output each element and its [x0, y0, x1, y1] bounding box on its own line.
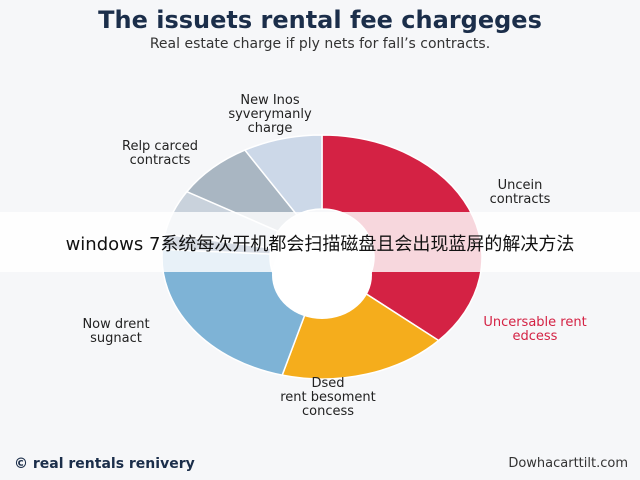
- slice-label: Dsed rent besoment concess: [280, 376, 376, 419]
- annotation: Uncersable rent edcess: [483, 315, 587, 344]
- banner-band: [0, 212, 640, 272]
- chart-title: The issuets rental fee chargeges: [98, 6, 542, 34]
- slice-label: Relp carced contracts: [121, 139, 199, 168]
- banner-text: windows 7系统每次开机都会扫描磁盘且会出现蓝屏的解决方法: [65, 234, 575, 255]
- slice-label: Uncein contracts: [489, 178, 551, 207]
- slice-label: Now drent sugnact: [82, 317, 150, 346]
- footer-right: Dowhacarttilt.com: [508, 456, 628, 471]
- footer-left: © real rentals renivery: [14, 456, 195, 472]
- chart-subtitle: Real estate charge if ply nets for fall’…: [149, 36, 491, 52]
- slice-label: New Inos syverymanly charge: [228, 93, 312, 136]
